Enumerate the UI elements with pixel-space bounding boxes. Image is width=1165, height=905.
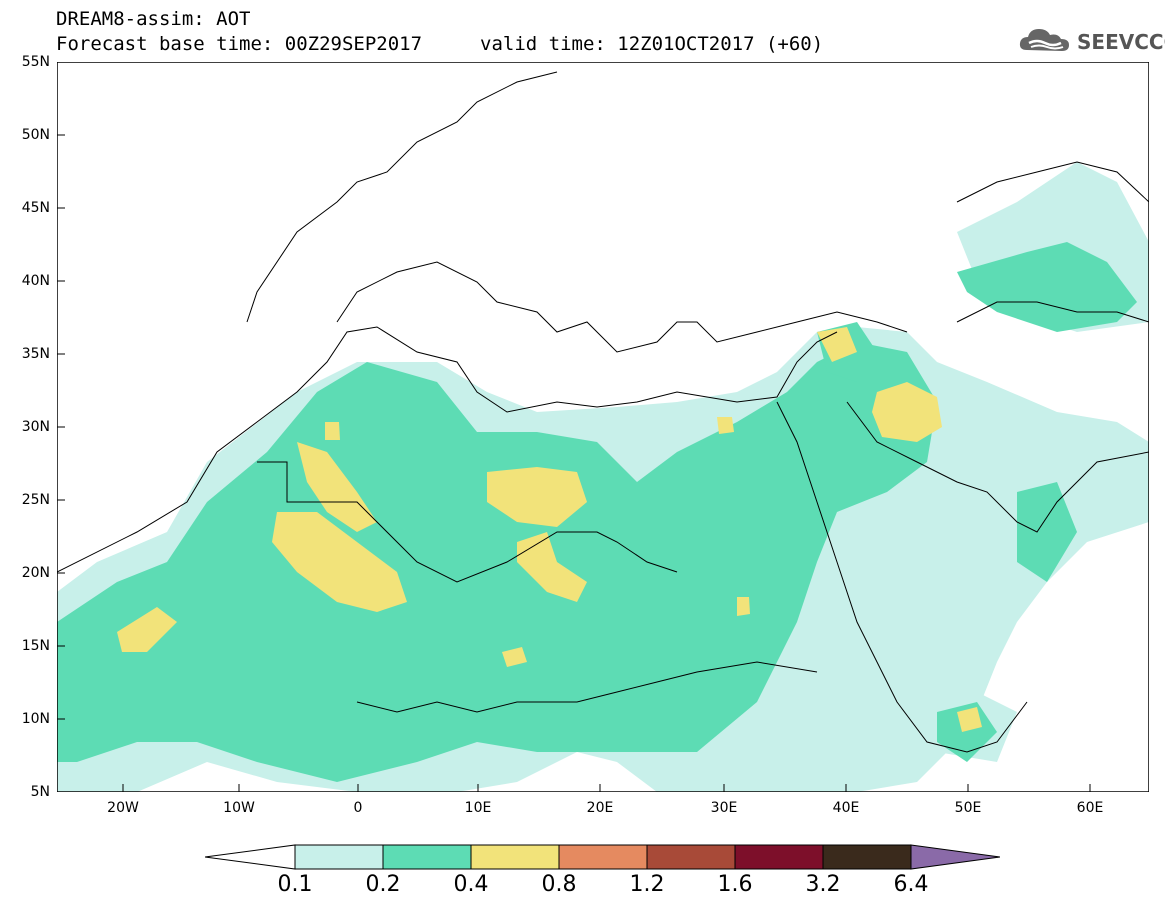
axis-ticks: [57, 61, 1091, 792]
colorbar-label: 0.2: [365, 872, 401, 897]
aot-field-0.4: [117, 327, 982, 732]
lat-label: 40N: [21, 273, 50, 289]
valid-time: valid time: 12Z01OCT2017 (+60): [480, 33, 824, 55]
lon-label: 40E: [832, 800, 860, 816]
colorbar-seg: [470, 844, 560, 870]
lon-label: 60E: [1076, 800, 1104, 816]
lat-label: 25N: [21, 492, 50, 508]
logo-text: SEEVCCC: [1077, 30, 1165, 54]
lat-label: 45N: [21, 200, 50, 216]
lon-label: 20W: [107, 800, 139, 816]
colorbar-label: 0.4: [453, 872, 489, 897]
colorbar-seg: [646, 844, 736, 870]
colorbar-seg: [294, 844, 384, 870]
lat-label: 30N: [21, 419, 50, 435]
lon-label: 10E: [464, 800, 492, 816]
lon-label: 30E: [710, 800, 738, 816]
colorbar-seg: [910, 844, 1001, 870]
colorbar-seg: [734, 844, 824, 870]
lat-label: 20N: [21, 565, 50, 581]
lat-label: 10N: [21, 711, 50, 727]
lat-label: 15N: [21, 638, 50, 654]
map-area: [56, 61, 1150, 793]
colorbar-label: 1.2: [629, 872, 665, 897]
lon-label: 20E: [586, 800, 614, 816]
cloud-icon: [1019, 29, 1069, 51]
lat-label: 50N: [21, 127, 50, 143]
colorbar-label: 0.1: [277, 872, 313, 897]
lon-label: 50E: [954, 800, 982, 816]
colorbar-seg: [382, 844, 472, 870]
product-title: DREAM8-assim: AOT: [56, 8, 251, 30]
lon-label: 10W: [223, 800, 255, 816]
colorbar-label: 1.6: [717, 872, 753, 897]
colorbar-seg: [822, 844, 912, 870]
base-time: Forecast base time: 00Z29SEP2017: [56, 33, 423, 55]
colorbar: [204, 842, 1001, 872]
lon-label: 0: [353, 800, 363, 816]
colorbar-svg: [204, 844, 1001, 870]
aot-map: [56, 61, 1150, 793]
lat-label: 35N: [21, 346, 50, 362]
lat-label: 55N: [21, 54, 50, 70]
colorbar-seg: [204, 844, 296, 870]
colorbar-seg: [558, 844, 648, 870]
seevccc-logo: SEEVCCC: [1017, 24, 1165, 58]
colorbar-label: 6.4: [893, 872, 929, 897]
coastlines: [57, 71, 1149, 753]
colorbar-label: 3.2: [805, 872, 841, 897]
lat-label: 5N: [30, 784, 50, 800]
colorbar-label: 0.8: [541, 872, 577, 897]
